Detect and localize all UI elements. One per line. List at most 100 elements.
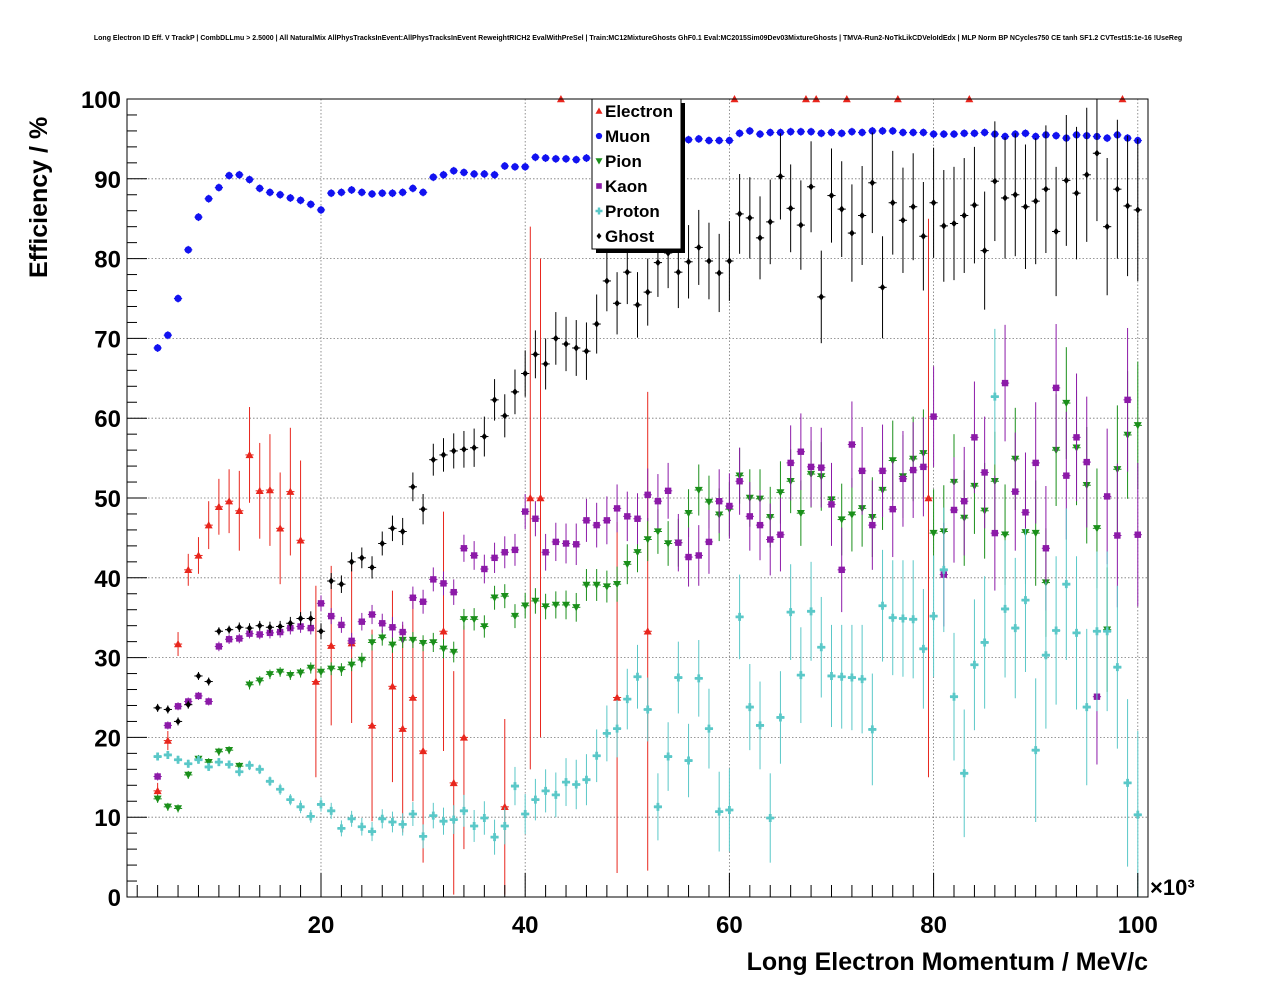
marker — [929, 612, 938, 621]
marker — [542, 154, 550, 162]
marker — [756, 721, 765, 730]
marker — [736, 129, 744, 137]
marker — [950, 130, 958, 138]
marker — [613, 724, 622, 733]
marker — [337, 188, 346, 196]
y-tick-label: 50 — [94, 486, 121, 513]
marker — [685, 258, 692, 266]
marker — [858, 467, 866, 475]
marker — [888, 613, 897, 622]
y-tick-label: 20 — [94, 725, 121, 752]
marker — [542, 360, 549, 368]
marker — [919, 128, 927, 137]
marker — [602, 729, 611, 738]
marker — [572, 604, 581, 612]
marker — [297, 614, 304, 623]
marker — [552, 538, 560, 546]
marker — [704, 724, 713, 733]
marker — [449, 648, 458, 657]
marker — [991, 529, 999, 537]
marker — [328, 612, 335, 620]
y-tick-label: 40 — [94, 566, 121, 593]
marker — [439, 171, 448, 179]
marker — [572, 156, 580, 164]
marker — [787, 204, 794, 212]
marker — [225, 746, 234, 755]
marker — [174, 755, 183, 764]
marker — [726, 257, 733, 265]
marker — [1113, 663, 1122, 672]
marker — [379, 620, 386, 627]
marker — [204, 762, 213, 771]
marker — [255, 486, 264, 495]
marker — [980, 638, 989, 647]
marker — [807, 607, 816, 616]
marker — [644, 288, 651, 296]
marker — [726, 502, 733, 510]
marker — [665, 249, 671, 257]
marker — [595, 207, 603, 215]
marker — [879, 283, 886, 291]
marker — [664, 540, 673, 548]
marker — [1012, 488, 1019, 495]
marker — [214, 758, 223, 767]
y-tick-label: 100 — [81, 87, 121, 114]
marker — [572, 780, 581, 789]
marker — [961, 497, 968, 505]
marker — [797, 128, 805, 136]
marker — [1002, 194, 1008, 202]
marker — [1052, 132, 1060, 140]
marker — [245, 450, 254, 459]
series-proton — [153, 328, 1142, 897]
marker — [327, 641, 336, 649]
marker — [1083, 458, 1090, 466]
marker — [368, 827, 377, 836]
marker — [388, 641, 397, 649]
marker — [878, 127, 887, 135]
marker — [695, 552, 702, 559]
marker — [1042, 545, 1050, 552]
marker — [705, 136, 713, 145]
marker — [777, 172, 784, 181]
marker — [828, 501, 835, 508]
marker — [1104, 223, 1110, 231]
marker — [184, 759, 193, 768]
y-tick-label: 60 — [94, 406, 121, 433]
marker — [613, 505, 621, 512]
marker — [634, 301, 641, 309]
marker — [797, 448, 805, 455]
marker — [551, 601, 560, 609]
marker — [552, 155, 560, 163]
marker — [500, 821, 509, 830]
marker — [194, 213, 203, 221]
marker — [388, 817, 397, 826]
marker — [358, 188, 366, 196]
marker — [920, 463, 927, 471]
marker — [470, 552, 478, 559]
marker — [255, 765, 264, 774]
marker — [501, 412, 508, 420]
marker — [174, 640, 183, 648]
marker — [246, 630, 253, 637]
marker — [817, 129, 825, 137]
marker — [307, 624, 314, 632]
marker — [664, 752, 673, 761]
marker — [531, 153, 540, 161]
marker — [481, 432, 488, 441]
marker — [919, 644, 928, 653]
marker — [685, 553, 692, 561]
marker — [582, 581, 591, 589]
marker — [715, 136, 723, 145]
marker — [929, 529, 938, 538]
y-tick-label: 80 — [94, 247, 121, 274]
marker — [1133, 810, 1142, 819]
marker — [756, 130, 764, 138]
marker — [347, 814, 356, 823]
marker — [695, 243, 702, 252]
marker — [459, 806, 468, 815]
marker — [1133, 422, 1142, 430]
marker — [521, 163, 529, 171]
legend-box — [591, 98, 682, 250]
marker — [930, 413, 937, 420]
marker — [327, 665, 336, 673]
